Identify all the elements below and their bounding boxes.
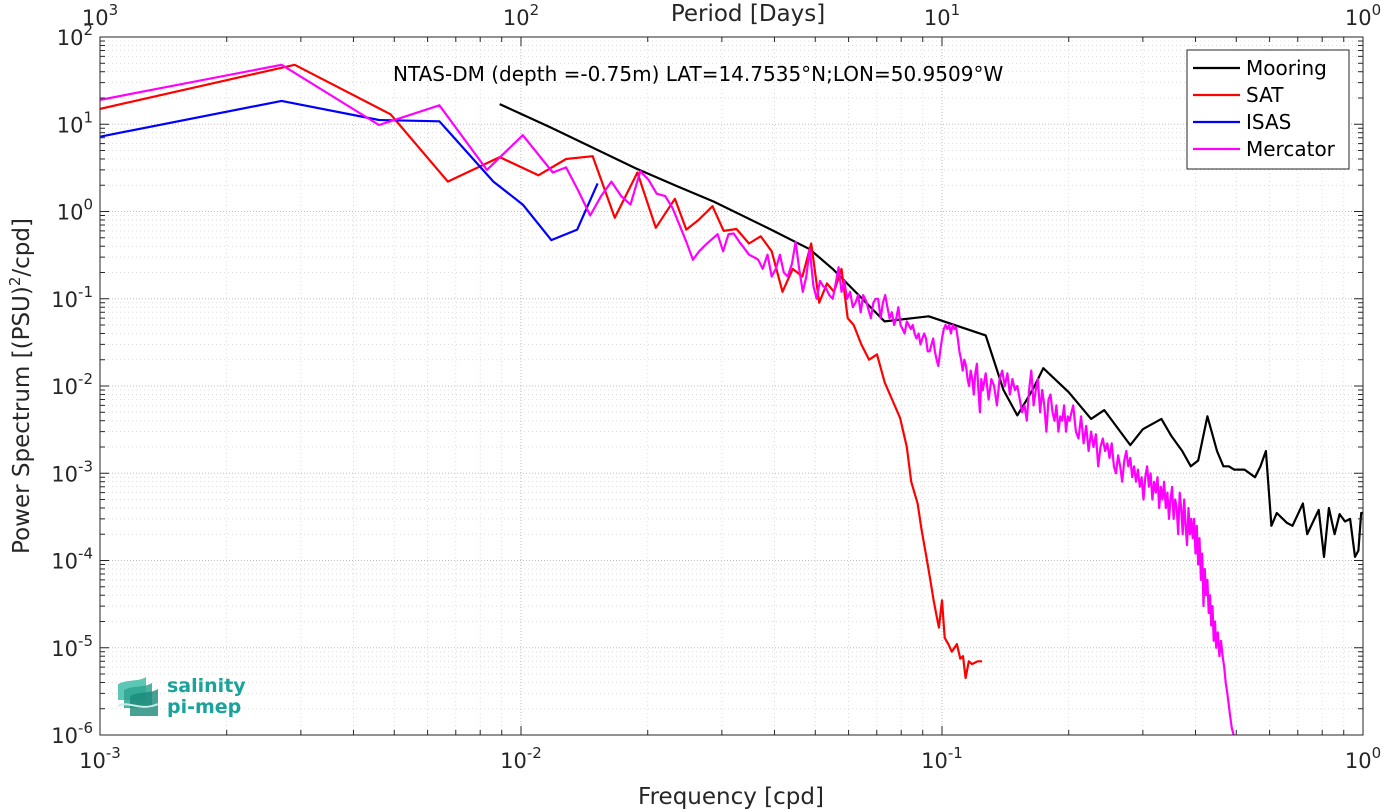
legend-label-mercator: Mercator <box>1246 137 1336 161</box>
y-tick-label-exp: -5 <box>78 632 93 650</box>
top-tick-label: 103 <box>82 1 118 30</box>
x-tick-label-base: 10 <box>1345 749 1372 773</box>
y-tick-label-base: 10 <box>57 26 84 50</box>
y-tick-label-base: 10 <box>57 113 84 137</box>
top-tick-label: 101 <box>924 1 960 30</box>
legend-entries: Mooring SAT ISAS Mercator <box>1193 56 1336 161</box>
tick-marks <box>99 36 1364 736</box>
x-tick-label-exp: -3 <box>106 744 121 762</box>
y-tick-label-exp: -2 <box>78 370 93 388</box>
y-tick-label: 10-5 <box>51 632 93 661</box>
top-tick-label: 100 <box>1345 1 1381 30</box>
y-tick-label: 10-2 <box>51 370 93 399</box>
x-tick-label: 10-2 <box>500 744 542 773</box>
top-tick-labels: 103 102 101 100 <box>82 1 1381 30</box>
legend-label-mooring: Mooring <box>1246 56 1327 80</box>
y-tick-label-exp: -4 <box>78 545 93 563</box>
legend-label-sat: SAT <box>1246 83 1284 107</box>
salinity-pi-mep-logo: salinity pi-mep <box>117 675 246 718</box>
x-tick-label: 10-1 <box>921 744 963 773</box>
x-tick-label: 100 <box>1345 744 1381 773</box>
y-tick-label-exp: -3 <box>78 457 93 475</box>
series-line-mercator <box>100 63 1235 735</box>
x-tick-label-base: 10 <box>921 749 948 773</box>
top-tick-label-exp: 3 <box>109 1 119 19</box>
top-tick-label-base: 10 <box>1345 6 1372 30</box>
top-tick-label-exp: 0 <box>1372 1 1382 19</box>
y-tick-label: 10-3 <box>51 457 93 486</box>
series-layer <box>100 63 1363 735</box>
y-tick-label: 10-4 <box>51 545 93 574</box>
logo-line-1: salinity <box>167 675 246 697</box>
y-tick-label-base: 10 <box>51 724 78 748</box>
y-tick-label-base: 10 <box>51 550 78 574</box>
y-tick-label-base: 10 <box>51 375 78 399</box>
x-tick-label-exp: 0 <box>1372 744 1382 762</box>
y-tick-label: 10-1 <box>51 283 93 312</box>
minor-grid <box>100 37 1363 735</box>
top-tick-label-base: 10 <box>82 6 109 30</box>
x-tick-label-exp: -1 <box>948 744 963 762</box>
y-axis-label: Power Spectrum [(PSU)2/cpd] <box>6 218 35 554</box>
x-tick-label-base: 10 <box>79 749 106 773</box>
logo-wave-icon <box>117 677 159 716</box>
y-axis-label-tail: /cpd] <box>9 218 35 277</box>
top-tick-label-base: 10 <box>503 6 530 30</box>
y-tick-label-base: 10 <box>51 462 78 486</box>
y-tick-label: 102 <box>57 21 93 50</box>
y-tick-label-exp: 2 <box>83 21 93 39</box>
chart-title: NTAS-DM (depth =-0.75m) LAT=14.7535°N;LO… <box>393 62 1003 86</box>
y-tick-label-base: 10 <box>51 637 78 661</box>
y-tick-label: 100 <box>57 196 93 225</box>
y-axis-label-main: Power Spectrum [(PSU) <box>9 286 35 554</box>
y-tick-label-base: 10 <box>57 201 84 225</box>
y-tick-label: 101 <box>57 108 93 137</box>
series-line-isas <box>100 99 599 242</box>
x-tick-label-base: 10 <box>500 749 527 773</box>
y-tick-label-base: 10 <box>51 288 78 312</box>
y-axis-label-sup: 2 <box>6 277 24 287</box>
y-tick-label-exp: 1 <box>83 108 93 126</box>
top-tick-label: 102 <box>503 1 539 30</box>
series-line-mooring <box>499 103 1363 558</box>
legend-label-isas: ISAS <box>1246 110 1291 134</box>
top-axis-label: Period [Days] <box>671 1 825 27</box>
x-axis-label: Frequency [cpd] <box>638 784 824 809</box>
top-tick-label-exp: 1 <box>951 1 961 19</box>
x-tick-label-exp: -2 <box>527 744 542 762</box>
legend: Mooring SAT ISAS Mercator <box>1186 49 1350 170</box>
logo-line-2: pi-mep <box>167 696 241 718</box>
y-tick-label-exp: -1 <box>78 283 93 301</box>
x-tick-label: 10-3 <box>79 744 121 773</box>
series-line-sat <box>100 63 983 680</box>
x-tick-labels: 10-3 10-2 10-1 100 <box>79 744 1381 773</box>
top-tick-label-exp: 2 <box>530 1 540 19</box>
y-tick-label: 10-6 <box>51 719 93 748</box>
y-tick-label-exp: 0 <box>83 196 93 214</box>
top-tick-label-base: 10 <box>924 6 951 30</box>
y-tick-label-exp: -6 <box>78 719 93 737</box>
